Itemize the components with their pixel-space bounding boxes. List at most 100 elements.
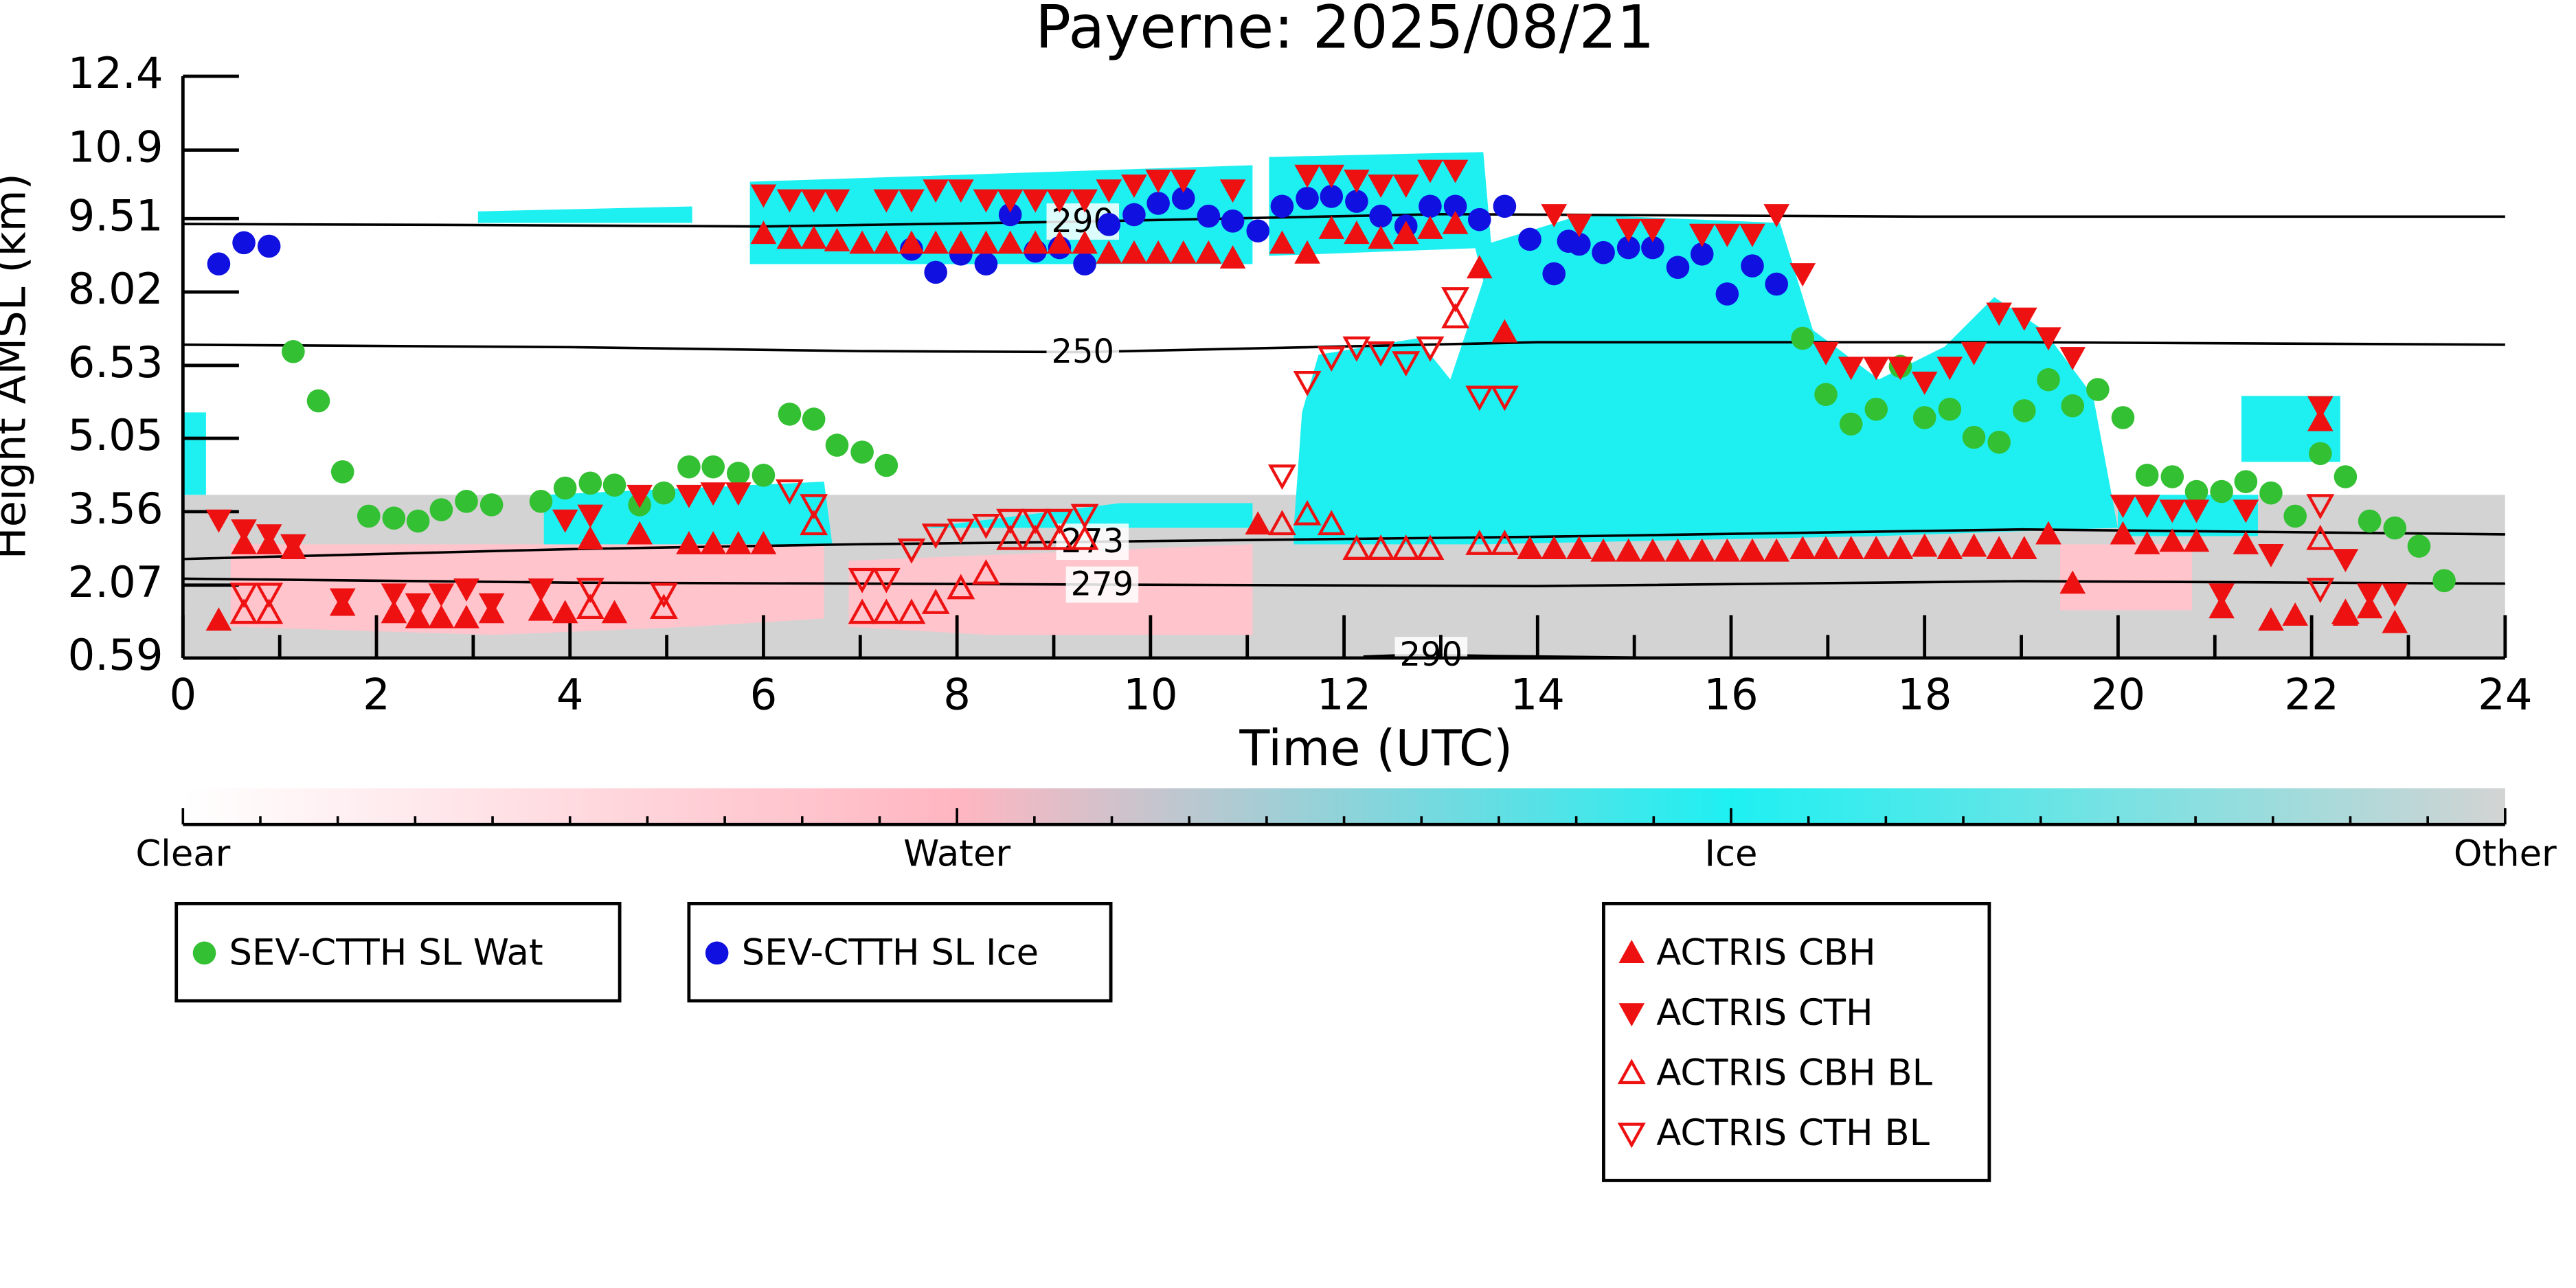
point <box>1219 179 1246 203</box>
point <box>1936 536 1963 560</box>
point <box>2134 530 2160 554</box>
legend-label: SEV-CTTH SL Wat <box>229 931 543 973</box>
point <box>800 189 827 213</box>
point <box>1962 425 1986 449</box>
point <box>1146 192 1170 215</box>
point <box>381 600 407 624</box>
point <box>776 225 803 249</box>
point <box>2110 521 2136 545</box>
point <box>2159 499 2186 523</box>
point <box>626 484 653 508</box>
point <box>998 203 1022 227</box>
point <box>2309 442 2332 466</box>
point <box>1344 169 1370 193</box>
point <box>2159 528 2186 552</box>
point <box>453 578 479 602</box>
point <box>652 481 676 505</box>
point <box>207 252 231 275</box>
x-tick-label: 24 <box>2478 670 2532 720</box>
y-axis-label: Height AMSL (km) <box>0 173 35 559</box>
point <box>1912 406 1936 429</box>
point <box>2183 499 2210 523</box>
point <box>2306 494 2335 520</box>
point <box>1293 370 1322 396</box>
point <box>1518 227 1541 251</box>
point <box>280 534 306 558</box>
point <box>825 433 849 457</box>
point <box>2306 578 2335 604</box>
point <box>2059 570 2086 594</box>
point <box>1046 230 1073 254</box>
point <box>727 462 750 485</box>
point <box>802 407 826 431</box>
contour-label: 250 <box>1051 332 1114 371</box>
point <box>1568 232 1591 256</box>
point <box>2307 407 2334 431</box>
point <box>1664 538 1691 562</box>
point <box>1789 263 1816 287</box>
y-tick-label: 0.59 <box>68 630 163 680</box>
point <box>1765 272 1788 296</box>
point <box>1021 524 1050 550</box>
legend-box <box>687 901 1113 1003</box>
point <box>1022 189 1049 213</box>
point <box>1987 430 2011 454</box>
y-tick-label: 8.02 <box>68 264 163 314</box>
point <box>1714 223 1741 247</box>
point <box>1791 326 1815 350</box>
point <box>1318 164 1345 188</box>
point <box>1195 240 1222 264</box>
colorbar-label: Other <box>2454 833 2557 874</box>
legend-box <box>1602 901 1991 1182</box>
point <box>899 189 925 213</box>
point <box>1465 529 1494 555</box>
point <box>899 230 925 254</box>
point <box>1839 412 1863 436</box>
point <box>1294 240 1320 264</box>
point <box>577 526 604 550</box>
point <box>602 473 626 497</box>
point <box>872 598 901 624</box>
point <box>1317 510 1346 536</box>
point <box>1267 464 1296 490</box>
point <box>1145 240 1171 264</box>
point <box>1541 536 1568 560</box>
point <box>1741 254 1764 278</box>
point <box>874 453 899 477</box>
point <box>1021 508 1050 534</box>
point <box>1493 194 1517 218</box>
point <box>1417 216 1443 239</box>
point <box>750 221 777 245</box>
point <box>1392 221 1419 245</box>
x-tick-label: 20 <box>2091 670 2145 720</box>
point <box>2011 307 2037 331</box>
point <box>2332 549 2359 573</box>
colorbar-label: Ice <box>1704 833 1757 874</box>
point <box>1197 204 1221 228</box>
point <box>1592 240 1615 264</box>
point <box>1618 940 1645 963</box>
point <box>1911 533 1938 557</box>
point <box>1517 536 1543 560</box>
point <box>2012 399 2036 422</box>
point <box>700 482 727 506</box>
point <box>1887 357 1914 381</box>
colorbar-label: Water <box>903 833 1010 874</box>
point <box>921 523 950 550</box>
point <box>329 588 356 612</box>
point <box>676 530 702 554</box>
point <box>578 471 602 495</box>
point <box>1369 204 1392 228</box>
point <box>1618 1003 1645 1027</box>
y-tick-label: 5.05 <box>68 410 163 460</box>
point <box>649 583 678 609</box>
point <box>752 464 776 487</box>
point <box>406 509 430 533</box>
point <box>1416 336 1445 362</box>
point <box>800 225 827 249</box>
point <box>897 598 926 624</box>
point <box>1465 385 1494 411</box>
point <box>824 227 850 251</box>
point <box>2210 479 2233 504</box>
point <box>1294 164 1320 188</box>
